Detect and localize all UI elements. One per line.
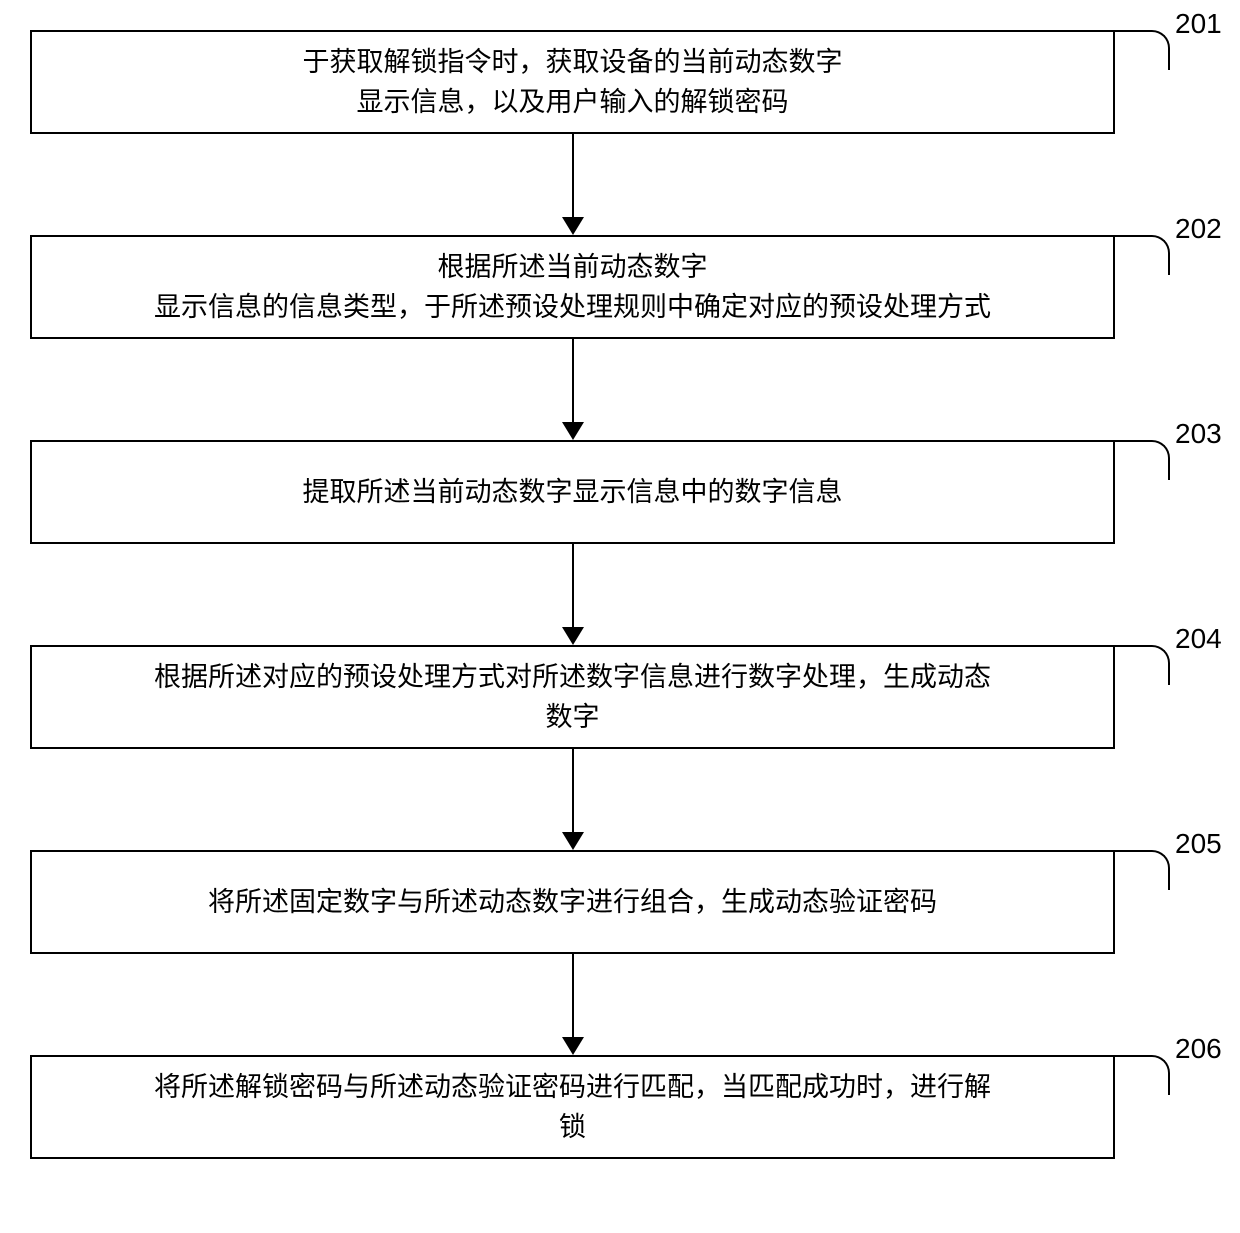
flow-edge-203-204 bbox=[572, 544, 574, 627]
flow-node-box: 将所述固定数字与所述动态数字进行组合，生成动态验证密码 bbox=[30, 850, 1115, 954]
label-connector bbox=[1115, 1055, 1170, 1080]
label-connector bbox=[1115, 440, 1170, 465]
label-connector-tail bbox=[1168, 1080, 1170, 1095]
flow-edge-204-205 bbox=[572, 749, 574, 832]
flow-node-box: 提取所述当前动态数字显示信息中的数字信息 bbox=[30, 440, 1115, 544]
flow-node-205: 将所述固定数字与所述动态数字进行组合，生成动态验证密码 bbox=[30, 850, 1115, 954]
flow-arrowhead bbox=[562, 217, 584, 235]
label-connector-tail bbox=[1168, 55, 1170, 70]
flow-edge-205-206 bbox=[572, 954, 574, 1037]
flow-edge-201-202 bbox=[572, 134, 574, 217]
flow-node-box: 于获取解锁指令时，获取设备的当前动态数字显示信息，以及用户输入的解锁密码 bbox=[30, 30, 1115, 134]
flow-node-text: 将所述解锁密码与所述动态验证密码进行匹配，当匹配成功时，进行解锁 bbox=[154, 1067, 991, 1148]
label-connector bbox=[1115, 645, 1170, 670]
flow-edge-202-203 bbox=[572, 339, 574, 422]
flow-node-204: 根据所述对应的预设处理方式对所述数字信息进行数字处理，生成动态数字 bbox=[30, 645, 1115, 749]
label-connector-tail bbox=[1168, 670, 1170, 685]
flow-node-box: 根据所述当前动态数字显示信息的信息类型，于所述预设处理规则中确定对应的预设处理方… bbox=[30, 235, 1115, 339]
flow-arrowhead bbox=[562, 1037, 584, 1055]
flow-node-label-201: 201 bbox=[1175, 8, 1222, 40]
flow-node-label-204: 204 bbox=[1175, 623, 1222, 655]
flow-node-203: 提取所述当前动态数字显示信息中的数字信息 bbox=[30, 440, 1115, 544]
flow-node-206: 将所述解锁密码与所述动态验证密码进行匹配，当匹配成功时，进行解锁 bbox=[30, 1055, 1115, 1159]
label-connector-tail bbox=[1168, 875, 1170, 890]
flow-node-text: 将所述固定数字与所述动态数字进行组合，生成动态验证密码 bbox=[208, 882, 937, 923]
label-connector-tail bbox=[1168, 260, 1170, 275]
label-connector bbox=[1115, 30, 1170, 55]
label-connector-tail bbox=[1168, 465, 1170, 480]
flow-arrowhead bbox=[562, 422, 584, 440]
flow-arrowhead bbox=[562, 627, 584, 645]
flow-node-box: 将所述解锁密码与所述动态验证密码进行匹配，当匹配成功时，进行解锁 bbox=[30, 1055, 1115, 1159]
flow-node-text: 根据所述对应的预设处理方式对所述数字信息进行数字处理，生成动态数字 bbox=[154, 657, 991, 738]
flow-node-202: 根据所述当前动态数字显示信息的信息类型，于所述预设处理规则中确定对应的预设处理方… bbox=[30, 235, 1115, 339]
flow-arrowhead bbox=[562, 832, 584, 850]
flow-node-text: 于获取解锁指令时，获取设备的当前动态数字显示信息，以及用户输入的解锁密码 bbox=[303, 42, 843, 123]
flow-node-label-206: 206 bbox=[1175, 1033, 1222, 1065]
flow-node-text: 根据所述当前动态数字显示信息的信息类型，于所述预设处理规则中确定对应的预设处理方… bbox=[154, 247, 991, 328]
flow-node-label-205: 205 bbox=[1175, 828, 1222, 860]
flowchart-container: 于获取解锁指令时，获取设备的当前动态数字显示信息，以及用户输入的解锁密码 201 根… bbox=[0, 0, 1240, 1233]
flow-node-text: 提取所述当前动态数字显示信息中的数字信息 bbox=[303, 472, 843, 513]
flow-node-label-203: 203 bbox=[1175, 418, 1222, 450]
flow-node-label-202: 202 bbox=[1175, 213, 1222, 245]
flow-node-box: 根据所述对应的预设处理方式对所述数字信息进行数字处理，生成动态数字 bbox=[30, 645, 1115, 749]
label-connector bbox=[1115, 235, 1170, 260]
flow-node-201: 于获取解锁指令时，获取设备的当前动态数字显示信息，以及用户输入的解锁密码 bbox=[30, 30, 1115, 134]
label-connector bbox=[1115, 850, 1170, 875]
